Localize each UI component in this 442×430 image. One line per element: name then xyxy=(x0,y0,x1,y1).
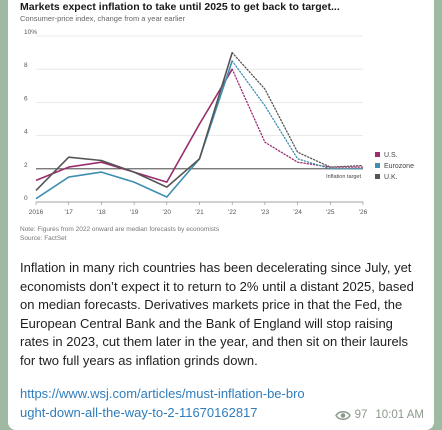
series-line-eurozone xyxy=(35,60,233,200)
y-tick-label: 6 xyxy=(24,95,28,102)
x-tick-label: '18 xyxy=(97,209,106,216)
series-forecast-us xyxy=(231,68,364,168)
x-tick-label: '22 xyxy=(228,209,237,216)
chart-subtitle: Consumer-price index, change from a year… xyxy=(20,14,186,23)
series-line-us xyxy=(35,68,233,183)
y-tick-label: 0 xyxy=(24,195,28,202)
chart-note: Note: Figures from 2022 onward are media… xyxy=(20,225,219,243)
message-text: Inflation in many rich countries has bee… xyxy=(20,260,414,368)
x-tick-label: '19 xyxy=(130,209,139,216)
x-tick-label: '25 xyxy=(326,209,335,216)
y-tick-label: 10% xyxy=(24,29,37,36)
chart-source: Source: FactSet xyxy=(20,235,67,242)
x-tick-label: '23 xyxy=(261,209,270,216)
series-forecast-eurozone xyxy=(231,60,364,170)
series-line-uk xyxy=(35,52,233,191)
chart-title: Markets expect inflation to take until 2… xyxy=(20,1,340,13)
x-tick-label: '17 xyxy=(64,209,73,216)
chart-note-forecast: Note: Figures from 2022 onward are media… xyxy=(20,226,220,233)
legend-label: U.K. xyxy=(384,174,398,181)
y-tick-label: 4 xyxy=(24,129,28,136)
eye-icon xyxy=(334,410,351,420)
x-tick-label: '24 xyxy=(293,209,302,216)
message-meta: 97 10:01 AM xyxy=(334,409,424,421)
y-tick-label: 2 xyxy=(24,162,28,169)
target-label: Inflation target xyxy=(326,174,361,180)
legend-swatch xyxy=(375,174,380,179)
article-link[interactable]: https://www.wsj.com/articles/must-inflat… xyxy=(20,386,305,420)
legend-swatch xyxy=(375,152,380,157)
x-tick-label: '20 xyxy=(163,209,172,216)
message-card: Markets expect inflation to take until 2… xyxy=(8,0,434,430)
x-tick-label: '21 xyxy=(195,209,204,216)
inflation-chart: 0 2 4 6 8 10% 2016 '17 '18 '19 '20 '21 '22 '23 '24 '25 '… xyxy=(24,29,414,216)
legend-swatch xyxy=(375,163,380,168)
legend-label: U.S. xyxy=(384,152,398,159)
message-time: 10:01 AM xyxy=(375,409,424,421)
view-count: 97 xyxy=(354,409,368,421)
x-tick-label: '26 xyxy=(359,209,368,216)
y-tick-label: 8 xyxy=(24,62,28,69)
legend-label: Eurozone xyxy=(384,163,414,170)
series-forecast-uk xyxy=(231,51,364,168)
x-tick-label: 2016 xyxy=(29,209,44,216)
